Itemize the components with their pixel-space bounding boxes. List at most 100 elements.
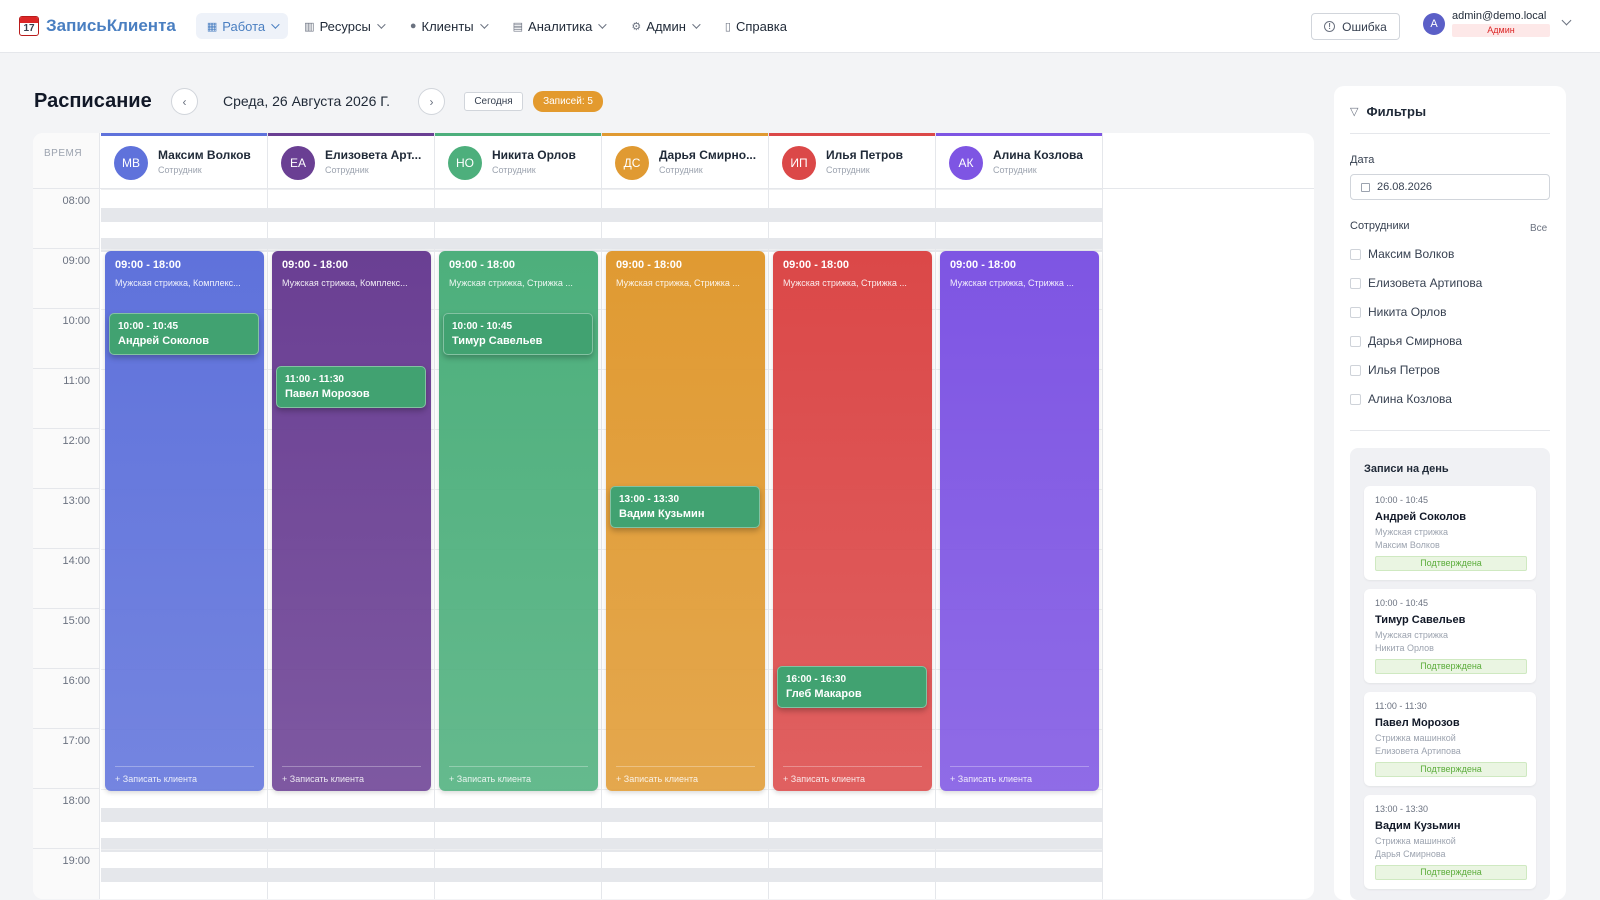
- nav-item-analytics[interactable]: ▤ Аналитика: [502, 13, 616, 39]
- shift-block[interactable]: 09:00 - 18:00 Мужская стрижка, Стрижка ..…: [439, 251, 598, 791]
- checkbox[interactable]: [1350, 364, 1361, 376]
- divider: [1350, 133, 1550, 134]
- appointment-client: Глеб Макаров: [786, 687, 862, 700]
- employee-color-bar: [936, 133, 1102, 136]
- add-booking-button[interactable]: + Записать клиента: [282, 774, 365, 784]
- appointment-card[interactable]: 11:00 - 11:30 Павел Морозов: [276, 365, 426, 408]
- unavailable-slot: [769, 838, 935, 852]
- status-badge: Подтверждена: [1375, 762, 1527, 777]
- employee-header[interactable]: ИП Илья Петров Сотрудник: [769, 133, 935, 189]
- slot-line: [602, 189, 768, 190]
- checkbox[interactable]: [1350, 277, 1361, 289]
- employee-filter-option[interactable]: Илья Петров: [1350, 363, 1440, 377]
- shift-time: 09:00 - 18:00: [282, 259, 349, 271]
- nav-item-work[interactable]: ▦ Работа: [195, 13, 289, 39]
- employee-filter-option[interactable]: Алина Козлова: [1350, 392, 1452, 406]
- appointment-card[interactable]: 13:00 - 13:30 Вадим Кузьмин: [610, 485, 760, 528]
- shift-block[interactable]: 09:00 - 18:00 Мужская стрижка, Стрижка ..…: [773, 251, 932, 791]
- employee-header[interactable]: ДС Дарья Смирно... Сотрудник: [602, 133, 768, 189]
- slot-line: [101, 189, 267, 190]
- employee-column: НО Никита Орлов Сотрудник 09:00 - 18:00 Мужс…: [435, 133, 602, 899]
- appointment-client: Вадим Кузьмин: [619, 507, 705, 520]
- employee-filter-label: Елизовета Артипова: [1368, 276, 1483, 290]
- add-booking-button[interactable]: + Записать клиента: [449, 774, 532, 784]
- current-date: Среда, 26 Августа 2026 Г.: [223, 93, 391, 109]
- shift-block[interactable]: 09:00 - 18:00 Мужская стрижка, Стрижка ..…: [606, 251, 765, 791]
- employee-column: АК Алина Козлова Сотрудник 09:00 - 18:00 Муж…: [936, 133, 1103, 899]
- nav-label: Аналитика: [528, 18, 593, 34]
- employee-filter-label: Алина Козлова: [1368, 392, 1452, 406]
- brand[interactable]: 17 ЗаписьКлиента: [19, 16, 176, 36]
- chevron-down-icon: [598, 20, 608, 29]
- appointment-time: 10:00 - 10:45: [452, 321, 513, 332]
- unavailable-slot: [602, 838, 768, 852]
- employee-header[interactable]: МВ Максим Волков Сотрудник: [101, 133, 267, 189]
- record-service: Мужская стрижка: [1375, 630, 1449, 640]
- appointment-card[interactable]: 16:00 - 16:30 Глеб Макаров: [777, 665, 927, 708]
- nav-item-clients[interactable]: ● Клиенты: [399, 13, 497, 39]
- divider: [1350, 430, 1550, 431]
- prev-day-button[interactable]: ‹: [171, 88, 198, 115]
- shift-block[interactable]: 09:00 - 18:00 Мужская стрижка, Комплекс..…: [272, 251, 431, 791]
- slot-line: [101, 849, 267, 850]
- add-booking-button[interactable]: + Записать клиента: [783, 774, 866, 784]
- unavailable-slot: [602, 808, 768, 822]
- time-label: 10:00: [62, 315, 90, 327]
- time-label: 18:00: [62, 795, 90, 807]
- employee-header[interactable]: ЕА Елизовета Арт... Сотрудник: [268, 133, 434, 189]
- slot-line: [435, 849, 601, 850]
- appointment-client: Андрей Соколов: [118, 335, 210, 347]
- shift-time: 09:00 - 18:00: [950, 259, 1017, 271]
- error-button[interactable]: ! Ошибка: [1311, 13, 1400, 40]
- unavailable-slot: [769, 868, 935, 882]
- nav-item-admin[interactable]: ⚙ Админ: [620, 13, 709, 39]
- checkbox[interactable]: [1350, 248, 1361, 260]
- appointment-card[interactable]: 10:00 - 10:45 Тимур Савельев: [443, 313, 593, 355]
- shift-time: 09:00 - 18:00: [449, 259, 516, 271]
- checkbox[interactable]: [1350, 335, 1361, 347]
- slot-line: [936, 849, 1102, 850]
- nav-label: Справка: [735, 18, 787, 34]
- next-day-button[interactable]: ›: [418, 88, 445, 115]
- add-booking-button[interactable]: + Записать клиента: [616, 774, 699, 784]
- employee-filter-option[interactable]: Никита Орлов: [1350, 305, 1446, 319]
- employee-header[interactable]: НО Никита Орлов Сотрудник: [435, 133, 601, 189]
- shift-block[interactable]: 09:00 - 18:00 Мужская стрижка, Стрижка ..…: [940, 251, 1099, 791]
- user-menu[interactable]: A admin@demo.local Админ: [1423, 10, 1572, 37]
- employee-column: ИП Илья Петров Сотрудник 09:00 - 18:00 Мужск…: [769, 133, 936, 899]
- day-record-card[interactable]: 13:00 - 13:30 Вадим Кузьмин Стрижка машинк…: [1364, 795, 1536, 889]
- hour-line: [33, 668, 100, 669]
- select-all-link[interactable]: Все: [1530, 223, 1548, 234]
- appointment-card[interactable]: 10:00 - 10:45 Андрей Соколов: [109, 313, 259, 355]
- nav-item-help[interactable]: ▯ Справка: [714, 13, 798, 39]
- page-title: Расписание: [34, 90, 152, 112]
- today-button[interactable]: Сегодня: [464, 92, 523, 111]
- record-time: 11:00 - 11:30: [1375, 701, 1427, 711]
- hour-line: [33, 428, 100, 429]
- checkbox[interactable]: [1350, 306, 1361, 318]
- checkbox[interactable]: [1350, 393, 1361, 405]
- divider: [282, 766, 421, 767]
- employee-filter-label: Дарья Смирнова: [1368, 334, 1463, 348]
- error-button-label: Ошибка: [1342, 19, 1387, 34]
- shift-block[interactable]: 09:00 - 18:00 Мужская стрижка, Комплекс..…: [105, 251, 264, 791]
- avatar: A: [1423, 12, 1445, 35]
- nav-item-resources[interactable]: ▥ Ресурсы: [293, 13, 394, 39]
- record-client: Павел Морозов: [1375, 717, 1460, 729]
- day-record-card[interactable]: 11:00 - 11:30 Павел Морозов Стрижка машинк…: [1364, 692, 1536, 786]
- add-booking-button[interactable]: + Записать клиента: [115, 774, 198, 784]
- record-client: Тимур Савельев: [1375, 614, 1466, 626]
- employee-color-bar: [101, 133, 267, 136]
- hour-line: [33, 848, 100, 849]
- status-badge: Подтверждена: [1375, 556, 1527, 571]
- date-filter-input[interactable]: 26.08.2026: [1350, 174, 1550, 200]
- day-record-card[interactable]: 10:00 - 10:45 Тимур Савельев Мужская стриж…: [1364, 589, 1536, 683]
- employee-filter-option[interactable]: Дарья Смирнова: [1350, 334, 1462, 348]
- employee-filter-option[interactable]: Елизовета Артипова: [1350, 276, 1482, 290]
- employee-filter-option[interactable]: Максим Волков: [1350, 247, 1454, 261]
- add-booking-button[interactable]: + Записать клиента: [950, 774, 1033, 784]
- employee-name: Алина Козлова: [993, 148, 1083, 162]
- day-record-card[interactable]: 10:00 - 10:45 Андрей Соколов Мужская стриж…: [1364, 486, 1536, 580]
- calendar-icon: ▦: [206, 20, 218, 33]
- employee-header[interactable]: АК Алина Козлова Сотрудник: [936, 133, 1102, 189]
